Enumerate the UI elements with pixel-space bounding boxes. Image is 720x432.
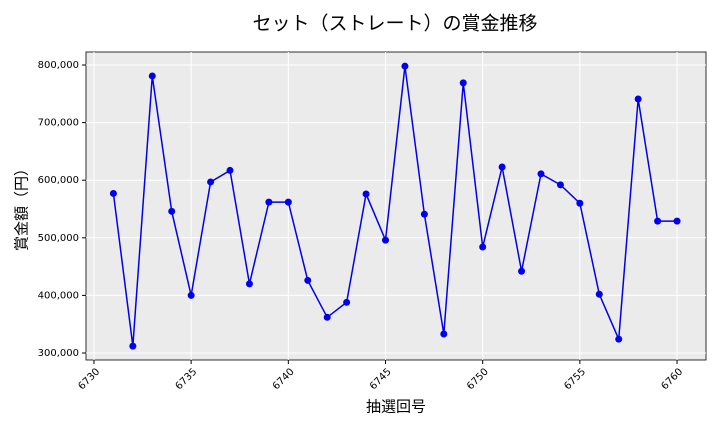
data-point [556, 181, 564, 189]
y-tick-label: 600,000 [38, 175, 79, 186]
data-point [207, 178, 215, 186]
y-tick-label: 500,000 [38, 233, 79, 244]
data-point [226, 166, 234, 174]
data-point [323, 313, 331, 321]
data-point [595, 290, 603, 298]
x-tick-label: 6750 [465, 366, 491, 392]
y-tick-label: 700,000 [38, 118, 79, 129]
data-point [420, 210, 428, 218]
data-point [343, 298, 351, 306]
data-point [265, 198, 273, 206]
data-point [362, 190, 370, 198]
data-point [148, 72, 156, 80]
data-point [382, 236, 390, 244]
x-tick-label: 6730 [76, 366, 102, 392]
data-point [109, 189, 117, 197]
y-tick-label: 400,000 [38, 290, 79, 301]
x-tick-label: 6755 [562, 366, 588, 392]
x-tick-label: 6745 [368, 366, 394, 392]
data-point [401, 62, 409, 70]
data-point [576, 199, 584, 207]
data-point [168, 207, 176, 215]
data-point [615, 335, 623, 343]
data-point [673, 217, 681, 225]
x-tick-label: 6760 [660, 366, 686, 392]
data-point [654, 217, 662, 225]
data-point [304, 276, 312, 284]
data-point [498, 163, 506, 171]
data-point [537, 170, 545, 178]
data-point [187, 291, 195, 299]
data-point [129, 342, 137, 350]
y-tick-label: 300,000 [38, 348, 79, 359]
y-axis-label: 賞金額（円） [13, 161, 31, 251]
x-tick-label: 6740 [271, 366, 297, 392]
plot-area [85, 51, 707, 361]
data-point [518, 267, 526, 275]
x-axis-label: 抽選回号 [366, 398, 426, 416]
data-point [284, 198, 292, 206]
data-point [440, 330, 448, 338]
x-tick-label: 6735 [174, 366, 200, 392]
data-point [479, 243, 487, 251]
data-line [112, 66, 678, 347]
chart-title: セット（ストレート）の賞金推移 [252, 13, 537, 35]
data-point [459, 79, 467, 87]
data-point [634, 95, 642, 103]
y-tick-label: 800,000 [38, 60, 79, 71]
data-point [245, 280, 253, 288]
